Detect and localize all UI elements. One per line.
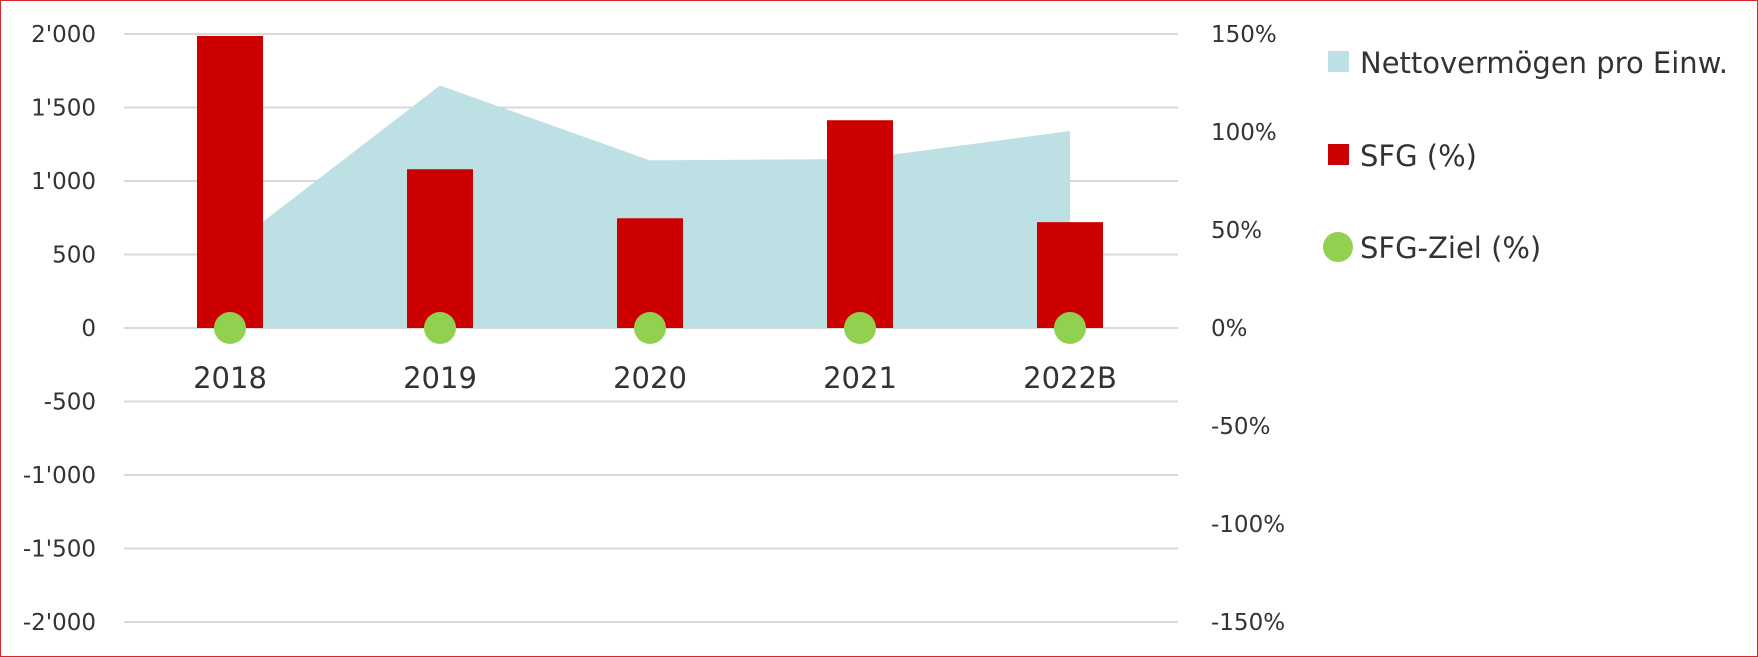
x-tick-label: 2019 bbox=[403, 361, 477, 395]
y-right-tick-label: -100% bbox=[1211, 512, 1285, 538]
y-left-tick-label: -2'000 bbox=[23, 610, 96, 636]
dot-sfg-ziel bbox=[634, 312, 666, 344]
bar-sfg bbox=[407, 169, 473, 328]
y-left-tick-label: 2'000 bbox=[31, 22, 96, 48]
legend-swatch-dot bbox=[1323, 232, 1353, 262]
legend-swatch-area bbox=[1328, 51, 1349, 72]
y-left-tick-label: 1'500 bbox=[31, 96, 96, 122]
x-tick-label: 2022B bbox=[1023, 361, 1117, 395]
y-right-tick-label: 0% bbox=[1211, 316, 1248, 342]
legend-label: SFG (%) bbox=[1360, 139, 1477, 173]
y-right-tick-label: 100% bbox=[1211, 120, 1277, 146]
dot-sfg-ziel bbox=[424, 312, 456, 344]
dot-sfg-ziel bbox=[214, 312, 246, 344]
bar-sfg bbox=[617, 218, 683, 328]
y-right-tick-label: -150% bbox=[1211, 610, 1285, 636]
y-right-tick-label: 50% bbox=[1211, 218, 1262, 244]
bar-sfg bbox=[197, 35, 263, 329]
y-left-tick-label: -500 bbox=[44, 390, 96, 416]
legend-label: SFG-Ziel (%) bbox=[1360, 231, 1541, 265]
bar-sfg bbox=[1037, 222, 1103, 328]
bar-sfg bbox=[827, 120, 893, 329]
y-left-tick-label: -1'000 bbox=[23, 463, 96, 489]
dot-sfg-ziel bbox=[1054, 312, 1086, 344]
y-left-tick-label: 500 bbox=[52, 243, 96, 269]
y-left-tick-label: 0 bbox=[81, 316, 96, 342]
y-left-tick-label: -1'500 bbox=[23, 537, 96, 563]
x-tick-label: 2020 bbox=[613, 361, 687, 395]
legend-swatch-bar bbox=[1328, 144, 1349, 165]
x-tick-label: 2018 bbox=[193, 361, 267, 395]
x-tick-label: 2021 bbox=[823, 361, 897, 395]
y-right-tick-label: -50% bbox=[1211, 414, 1270, 440]
dot-sfg-ziel bbox=[844, 312, 876, 344]
y-right-tick-label: 150% bbox=[1211, 22, 1277, 48]
legend-label: Nettovermögen pro Einw. bbox=[1360, 46, 1728, 80]
y-left-tick-label: 1'000 bbox=[31, 169, 96, 195]
